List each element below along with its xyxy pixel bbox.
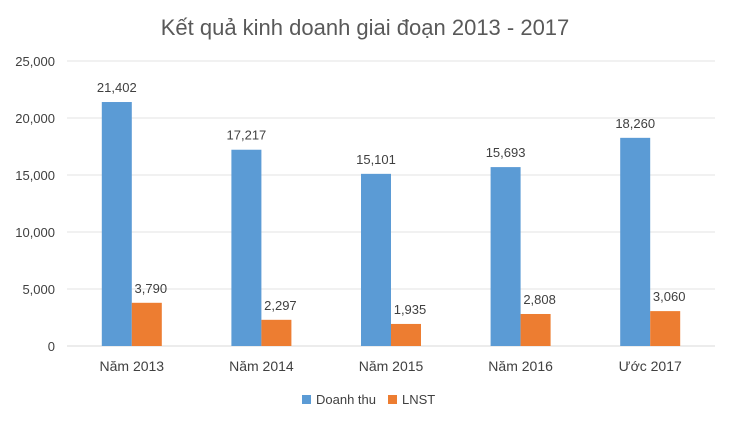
y-tick-label: 0 [48, 339, 55, 354]
x-tick-label: Năm 2013 [100, 358, 165, 374]
bar-doanh-thu [231, 149, 262, 346]
legend-label: Doanh thu [316, 392, 376, 407]
y-tick-label: 5,000 [22, 282, 55, 297]
bar-doanh-thu [101, 102, 132, 346]
data-label: 3,060 [653, 289, 686, 304]
bar-lnst [391, 323, 421, 346]
data-label: 21,402 [97, 80, 137, 95]
legend-label: LNST [402, 392, 435, 407]
y-tick-label: 10,000 [15, 225, 55, 240]
data-label: 15,101 [356, 152, 396, 167]
bar-lnst [261, 319, 292, 346]
x-tick-label: Năm 2016 [488, 358, 553, 374]
y-tick-label: 25,000 [15, 54, 55, 69]
data-label: 17,217 [227, 128, 267, 143]
chart-title: Kết quả kinh doanh giai đoạn 2013 - 2017 [161, 15, 570, 40]
bar-lnst [520, 313, 551, 346]
data-label: 1,935 [394, 302, 427, 317]
x-tick-label: Năm 2014 [229, 358, 294, 374]
x-tick-label: Năm 2015 [359, 358, 424, 374]
bar-doanh-thu [620, 137, 651, 346]
bar-lnst [131, 302, 162, 346]
data-label: 2,297 [264, 298, 297, 313]
legend-swatch [388, 395, 397, 404]
bar-lnst [650, 311, 681, 346]
bar-doanh-thu [490, 167, 521, 346]
y-tick-label: 15,000 [15, 168, 55, 183]
data-label: 18,260 [615, 116, 655, 131]
bar-doanh-thu [361, 173, 391, 346]
data-label: 3,790 [135, 281, 168, 296]
x-tick-label: Ước 2017 [619, 358, 682, 374]
data-label: 15,693 [486, 145, 526, 160]
y-tick-label: 20,000 [15, 111, 55, 126]
data-label: 2,808 [523, 292, 556, 307]
legend-swatch [302, 395, 311, 404]
